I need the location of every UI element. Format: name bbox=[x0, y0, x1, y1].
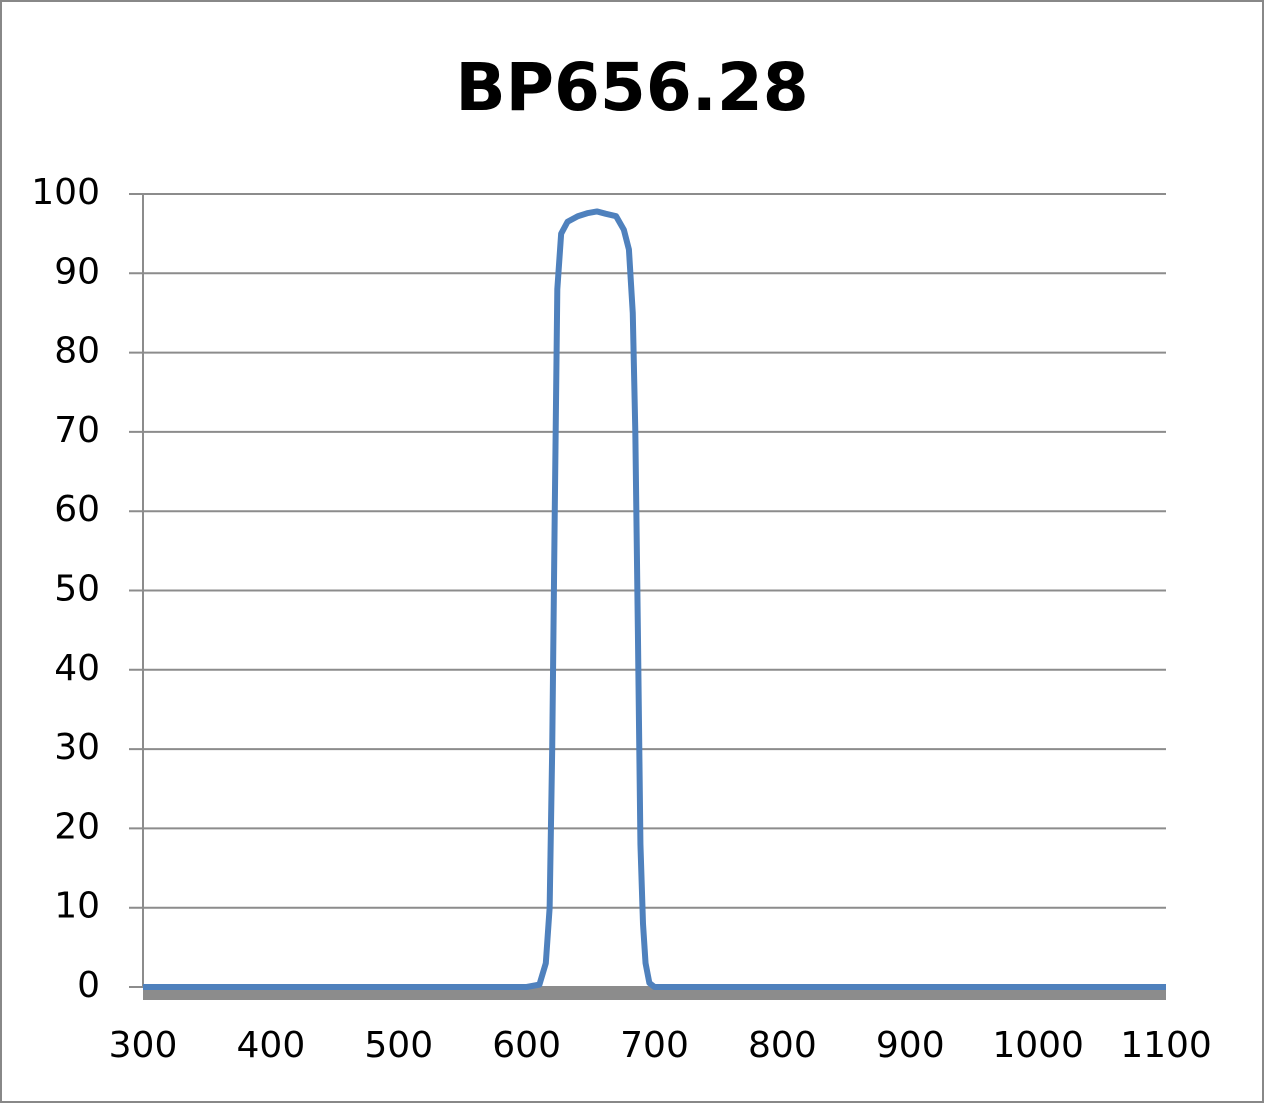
y-tick-label: 30 bbox=[54, 727, 100, 768]
x-tick-label: 1100 bbox=[1120, 1025, 1212, 1066]
y-tick-label: 40 bbox=[54, 648, 100, 689]
x-tick-label: 1000 bbox=[992, 1025, 1084, 1066]
x-tick-label: 400 bbox=[237, 1025, 306, 1066]
y-tick-label: 100 bbox=[31, 172, 100, 213]
y-tick-label: 80 bbox=[54, 331, 100, 372]
y-tick-label: 90 bbox=[54, 251, 100, 292]
x-tick-label: 900 bbox=[876, 1025, 945, 1066]
x-tick-label: 800 bbox=[748, 1025, 817, 1066]
y-tick-label: 0 bbox=[77, 965, 100, 1006]
x-tick-label: 700 bbox=[620, 1025, 689, 1066]
y-tick-label: 50 bbox=[54, 569, 100, 610]
chart-title: BP656.28 bbox=[455, 49, 808, 126]
y-tick-label: 20 bbox=[54, 806, 100, 847]
x-tick-label: 300 bbox=[109, 1025, 178, 1066]
data-line bbox=[143, 208, 1166, 990]
x-tick-label: 600 bbox=[492, 1025, 561, 1066]
y-tick-label: 60 bbox=[54, 489, 100, 530]
y-tick-label: 10 bbox=[54, 886, 100, 927]
x-tick-label: 500 bbox=[364, 1025, 433, 1066]
y-tick-label: 70 bbox=[54, 410, 100, 451]
